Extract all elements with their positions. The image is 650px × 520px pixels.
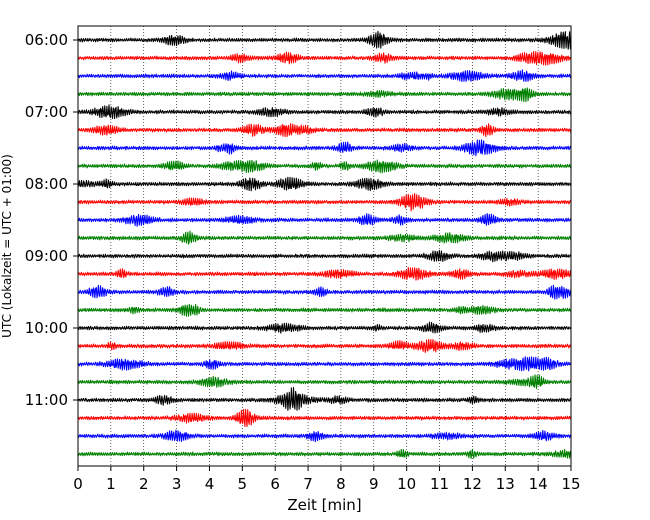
trace-line	[77, 303, 572, 317]
trace-line	[77, 176, 572, 192]
x-tick-label: 12	[463, 475, 482, 493]
x-tick-label: 7	[303, 475, 313, 493]
x-tick-label: 10	[397, 475, 416, 493]
y-tick-label: 11:00	[25, 391, 68, 409]
y-axis-label: UTC (Lokalzeit = UTC + 01:00)	[0, 154, 14, 338]
trace-line	[77, 104, 572, 120]
y-tick-label: 08:00	[25, 175, 68, 193]
x-tick-label: 1	[106, 475, 116, 493]
trace-line	[77, 386, 572, 411]
trace-line	[77, 266, 572, 281]
y-axis-ticks: 06:00 07:00 08:00 09:00 10:00 11:00	[25, 31, 78, 409]
trace-line	[77, 139, 572, 157]
plot-frame	[77, 25, 572, 467]
x-tick-label: 8	[336, 475, 346, 493]
x-gridlines	[110, 26, 539, 466]
x-tick-label: 11	[430, 475, 449, 493]
trace-line	[77, 338, 572, 353]
trace-line	[77, 429, 572, 443]
x-tick-label: 3	[172, 475, 182, 493]
seismic-traces	[77, 30, 572, 459]
trace-line	[77, 284, 572, 300]
trace-line	[77, 30, 572, 50]
x-tick-label: 6	[270, 475, 280, 493]
x-tick-label: 13	[496, 475, 515, 493]
trace-line	[77, 213, 572, 227]
y-tick-label: 09:00	[25, 247, 68, 265]
trace-line	[77, 69, 572, 83]
x-tick-label: 15	[561, 475, 580, 493]
trace-line	[77, 51, 572, 66]
trace-line	[77, 448, 572, 459]
y-tick-label: 07:00	[25, 103, 68, 121]
trace-line	[77, 159, 572, 174]
trace-line	[77, 230, 572, 245]
x-tick-label: 4	[205, 475, 215, 493]
y-tick-label: 06:00	[25, 31, 68, 49]
trace-line	[77, 192, 572, 212]
x-tick-label: 2	[139, 475, 149, 493]
x-axis-ticks: 0 1 2 3 4 5 6 7 8 9 10 11 12 13 14 15	[73, 466, 581, 493]
trace-line	[77, 321, 572, 334]
trace-line	[77, 249, 572, 263]
trace-line	[77, 408, 572, 428]
y-tick-label: 10:00	[25, 319, 68, 337]
trace-line	[77, 374, 572, 389]
x-tick-label: 14	[529, 475, 548, 493]
trace-line	[77, 123, 572, 138]
trace-line	[77, 356, 572, 372]
x-tick-label: 0	[73, 475, 83, 493]
x-tick-label: 9	[369, 475, 379, 493]
x-axis-label: Zeit [min]	[287, 496, 361, 514]
trace-line	[77, 87, 572, 103]
x-tick-label: 5	[238, 475, 248, 493]
